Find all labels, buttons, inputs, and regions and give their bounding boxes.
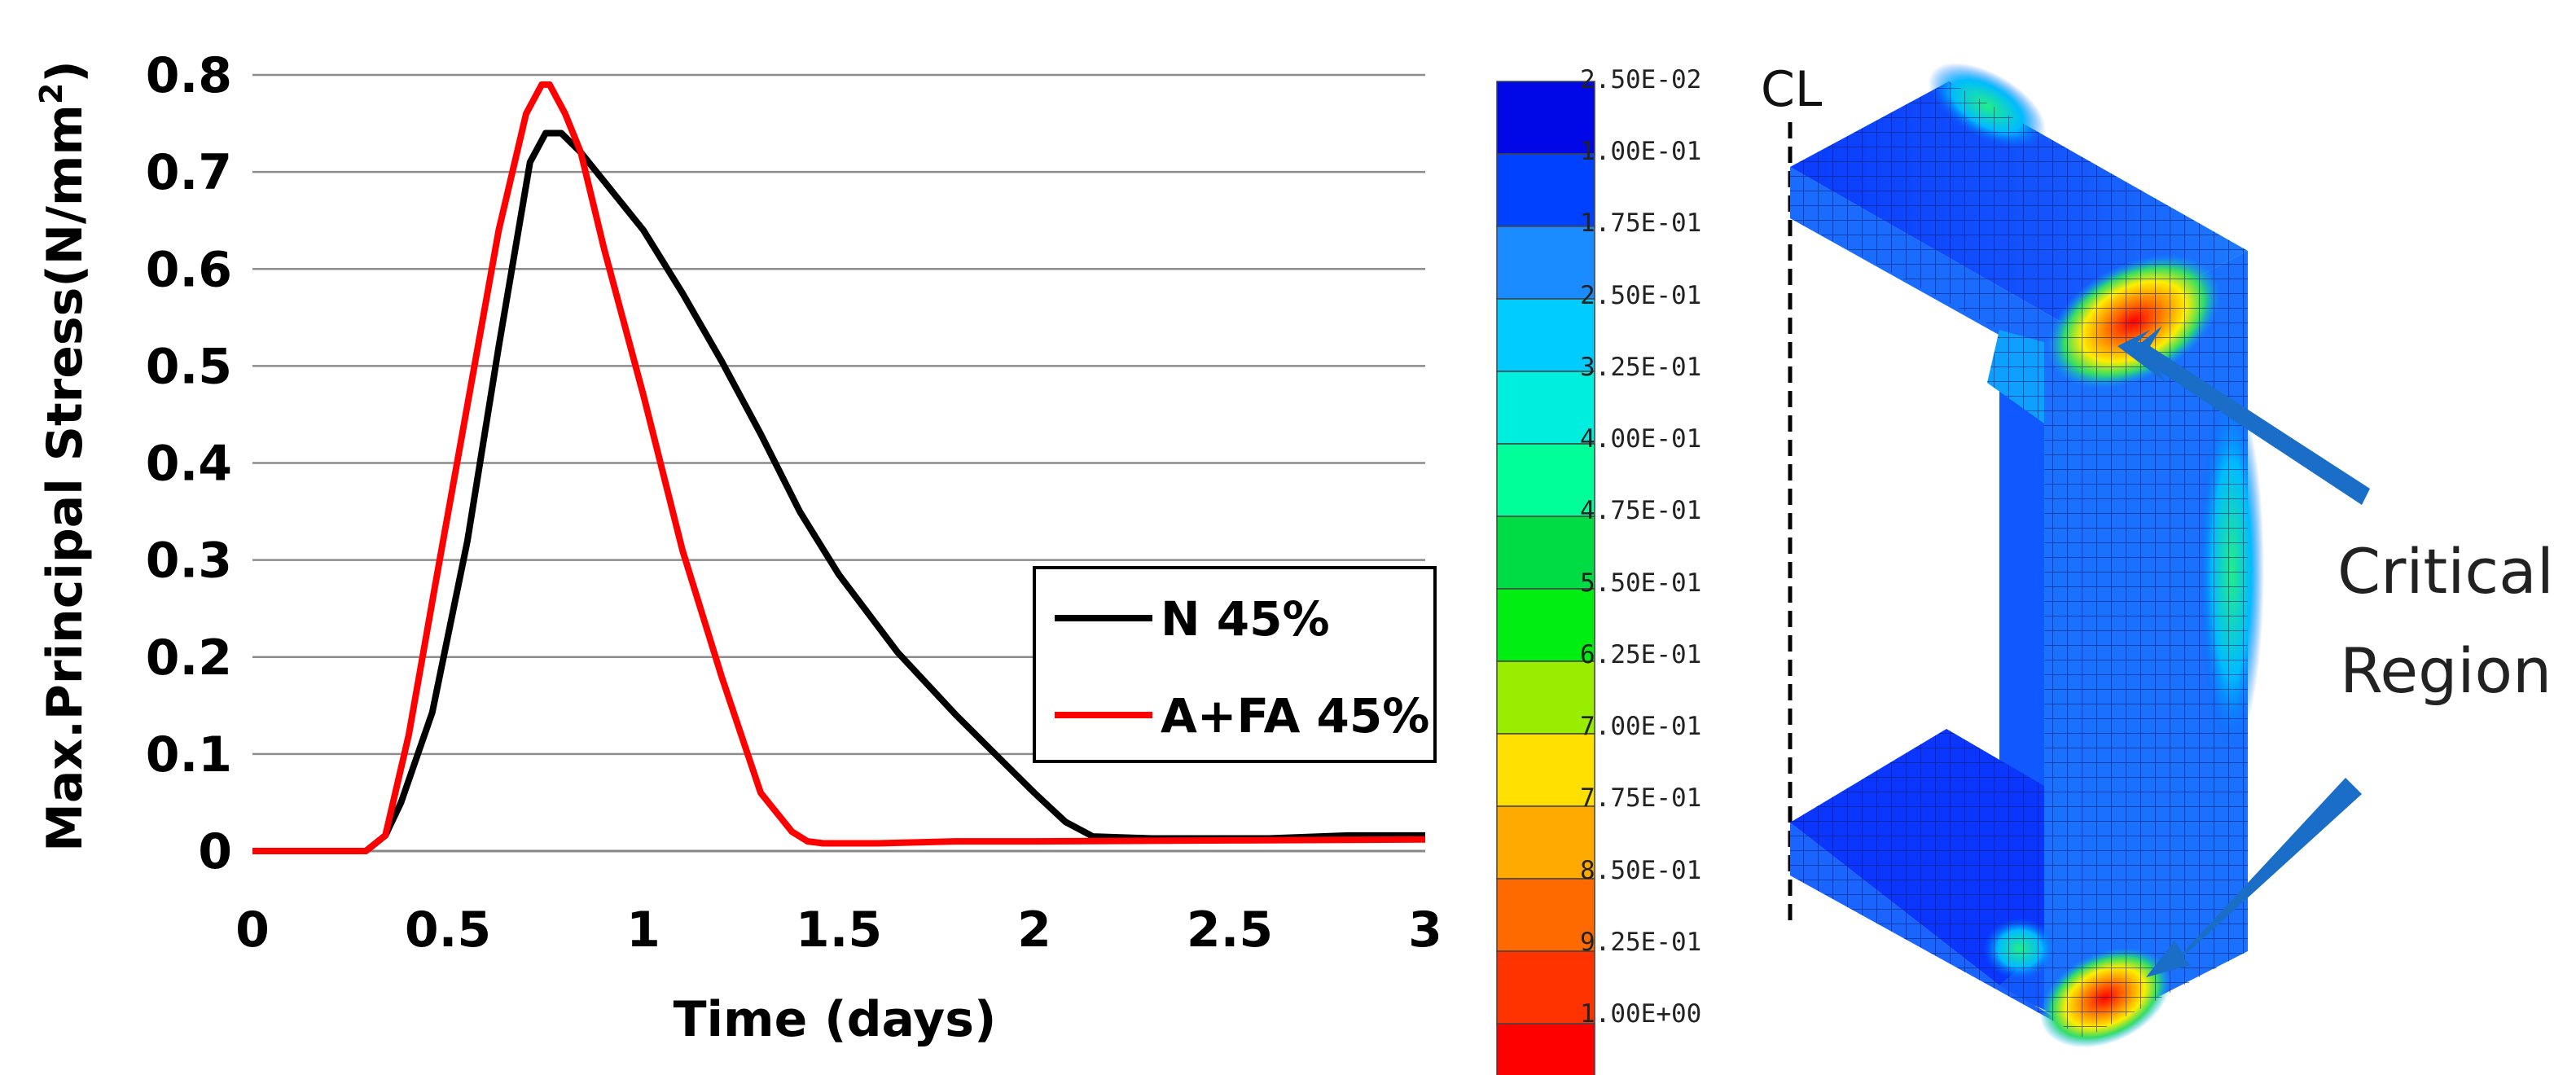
y-tick-label: 0.4	[146, 436, 232, 493]
x-tick-label: 2	[1017, 902, 1051, 959]
x-tick-label: 0.5	[405, 902, 491, 959]
y-tick-labels: 0 0.1 0.2 0.3 0.4 0.5 0.6 0.7 0.8	[146, 47, 232, 880]
y-tick-label: 0.5	[146, 338, 232, 395]
chart-legend: N 45% A+FA 45%	[1033, 566, 1437, 763]
colorbar-cell	[1496, 298, 1595, 372]
series-line-0	[252, 129, 1425, 854]
colorbar-label: 6.25E-01	[1580, 640, 1701, 669]
colorbar-label: 4.75E-01	[1580, 496, 1701, 525]
mesh-overlay-top	[1790, 81, 2248, 1038]
y-tick-label: 0.6	[146, 241, 232, 298]
x-tick-labels: 0 0.5 1 1.5 2 2.5 3	[235, 902, 1442, 959]
colorbar-label: 2.50E-02	[1580, 65, 1701, 94]
colorbar-label: 7.75E-01	[1580, 783, 1701, 813]
legend-box	[1033, 566, 1437, 763]
series-line-1	[252, 81, 1426, 854]
x-tick-label: 1	[626, 902, 660, 959]
x-tick-label: 1.5	[796, 902, 882, 959]
colorbar-label: 1.00E+00	[1580, 999, 1701, 1029]
colorbar-cell	[1496, 516, 1595, 590]
colorbar-cells	[1496, 81, 1595, 1075]
y-axis-label-superscript: 2	[33, 83, 69, 104]
colorbar-label: 7.00E-01	[1580, 712, 1701, 741]
arrow-lower	[2146, 778, 2362, 977]
colorbar-label: 9.25E-01	[1580, 928, 1701, 957]
colorbar-label: 5.50E-01	[1580, 568, 1701, 598]
x-axis-label: Time (days)	[674, 991, 997, 1048]
y-axis-label: Max.Principal Stress(N/mm2)	[33, 60, 94, 852]
x-tick-label: 0	[235, 902, 270, 959]
y-tick-label: 0	[198, 823, 232, 880]
colorbar-cell	[1496, 733, 1595, 807]
series-layer	[252, 81, 1426, 854]
y-gridlines	[252, 73, 1425, 756]
annotation-region: Region	[2340, 634, 2552, 707]
colorbar-cell	[1496, 443, 1595, 517]
colorbar-label: 3.25E-01	[1580, 353, 1701, 382]
y-tick-label: 0.3	[146, 533, 232, 590]
colorbar-cell	[1496, 950, 1595, 1025]
x-tick-label: 2.5	[1187, 902, 1273, 959]
c-section-mesh	[1790, 63, 2264, 1048]
colorbar-cell	[1496, 588, 1595, 662]
colorbar-label: 8.50E-01	[1580, 856, 1701, 885]
legend-label-afa45: A+FA 45%	[1161, 688, 1429, 744]
y-axis-label-close: )	[37, 60, 94, 82]
colorbar-label: 2.50E-01	[1580, 281, 1701, 310]
stress-colorbar: 2.50E-02 1.00E-01 1.75E-01 2.50E-01 3.25E-01…	[1496, 65, 1701, 1075]
colorbar-label: 1.00E-01	[1580, 137, 1701, 166]
fe-model-illustration: CL Critical	[1761, 61, 2554, 1048]
colorbar-label: 4.00E-01	[1580, 424, 1701, 454]
centerline-label: CL	[1761, 61, 1823, 118]
arrow-upper	[2117, 326, 2370, 505]
stress-time-chart: 00.10.20.30.40.50.60.70.8 0 0.5 1 1.5 2 2.5 3 …	[33, 47, 1442, 1048]
y-tick-label: 0.8	[146, 47, 232, 104]
colorbar-cell	[1496, 1023, 1595, 1075]
colorbar-label: 1.75E-01	[1580, 208, 1701, 238]
y-tick-label: 0.1	[146, 726, 232, 783]
colorbar-labels: 2.50E-02 1.00E-01 1.75E-01 2.50E-01 3.25E-01…	[1580, 65, 1701, 1029]
y-tick-label: 0.7	[146, 144, 232, 201]
colorbar-cell	[1496, 805, 1595, 880]
y-tick-label: 0.2	[146, 630, 232, 687]
colorbar-cell	[1496, 878, 1595, 952]
legend-label-n45: N 45%	[1161, 591, 1330, 647]
colorbar-cell	[1496, 153, 1595, 227]
annotation-critical: Critical	[2337, 535, 2554, 608]
x-tick-label: 3	[1408, 902, 1442, 959]
